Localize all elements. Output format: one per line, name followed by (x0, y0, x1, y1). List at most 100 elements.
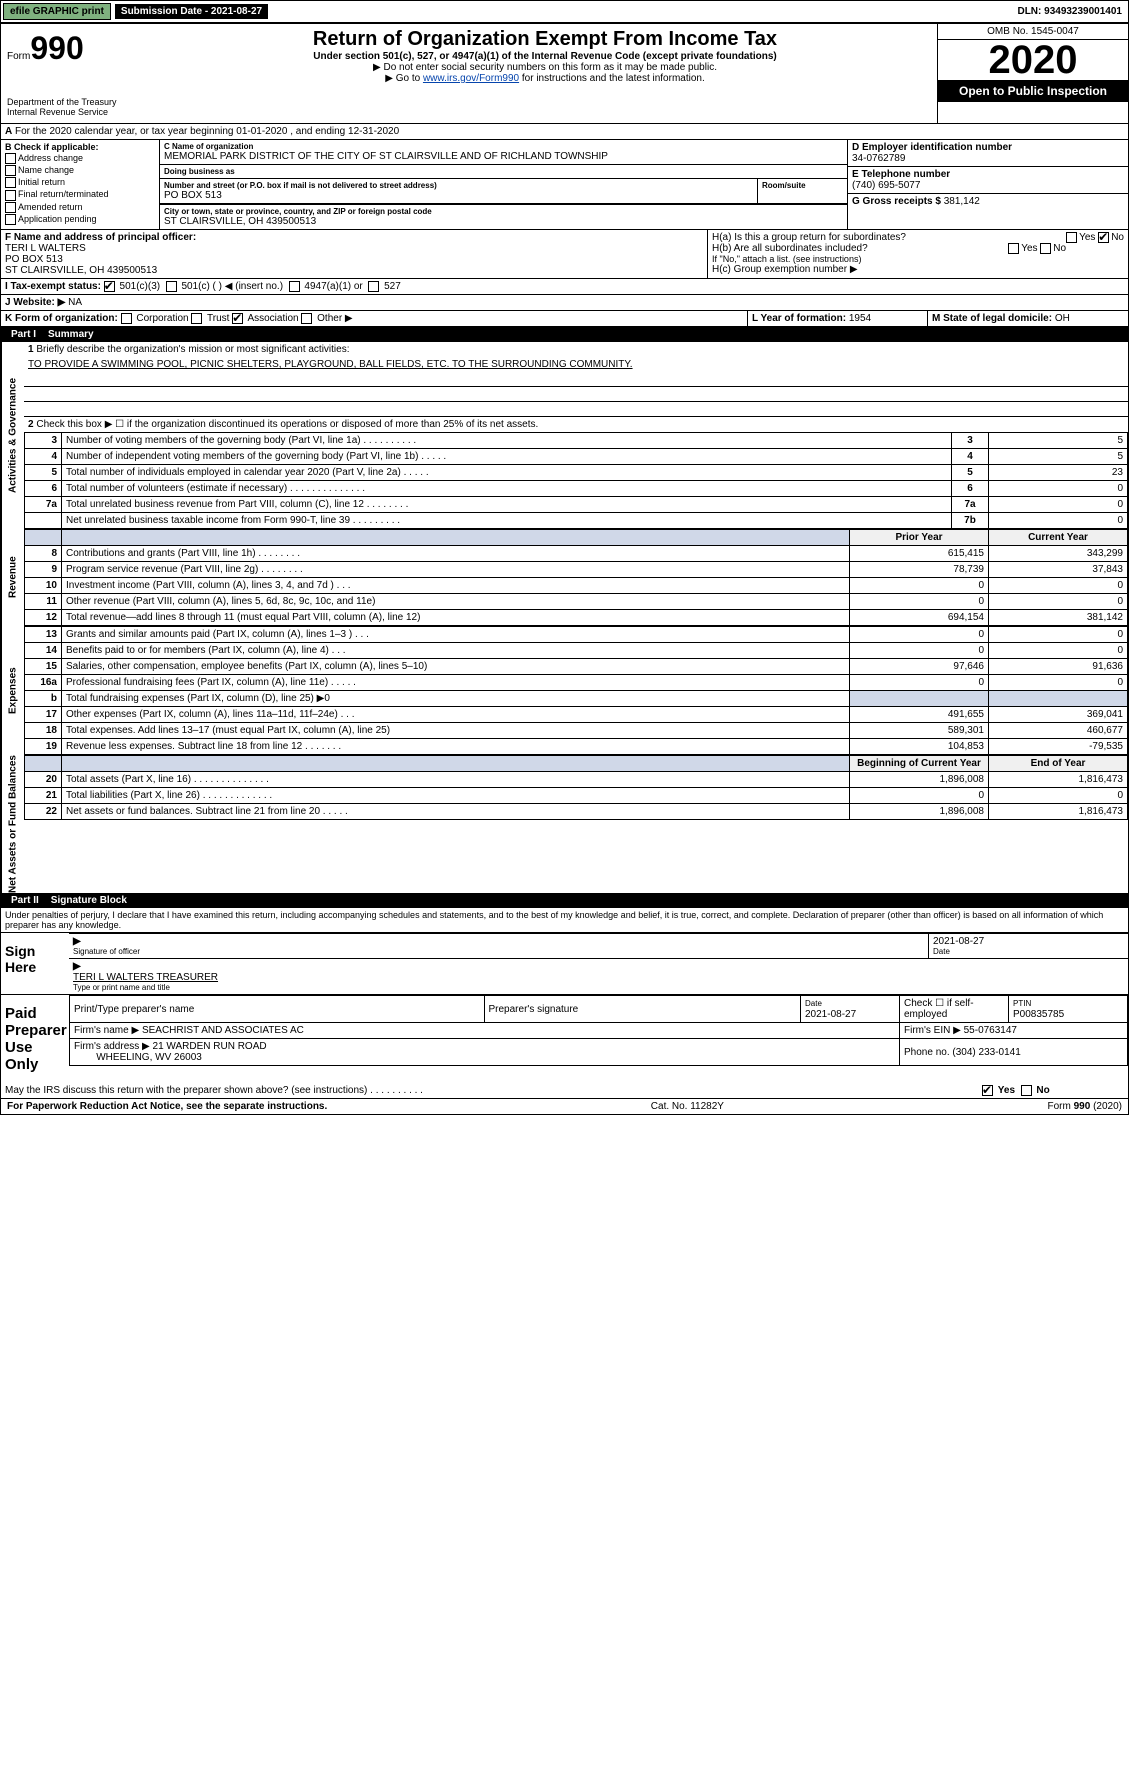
hb-yes[interactable]: Yes (1021, 243, 1037, 254)
k-corp: Corporation (136, 313, 188, 324)
k-trust: Trust (207, 313, 229, 324)
p17: 491,655 (850, 707, 989, 723)
p18: 589,301 (850, 723, 989, 739)
side-netassets: Net Assets or Fund Balances (1, 755, 24, 893)
l12: Total revenue—add lines 8 through 11 (mu… (62, 610, 850, 626)
p21: 0 (850, 788, 989, 804)
m-val: OH (1055, 313, 1070, 324)
sig-date-label: Date (933, 947, 1124, 956)
chk-4947[interactable] (289, 281, 300, 292)
revenue-table: Prior YearCurrent Year 8Contributions an… (24, 529, 1128, 626)
tel-label: E Telephone number (852, 169, 950, 180)
section-i: I Tax-exempt status: 501(c)(3) 501(c) ( … (1, 279, 1128, 294)
prep-date: 2021-08-27 (805, 1009, 856, 1020)
ha-yes[interactable]: Yes (1079, 232, 1095, 243)
ha-no[interactable]: No (1111, 232, 1124, 243)
chk-initial[interactable]: Initial return (5, 177, 155, 188)
irs-yes-chk[interactable] (982, 1085, 993, 1096)
chk-final[interactable]: Final return/terminated (5, 189, 155, 200)
l8: Contributions and grants (Part VIII, lin… (62, 546, 850, 562)
officer-name: TERI L WALTERS (5, 243, 703, 254)
opt-501c3: 501(c)(3) (120, 281, 161, 292)
chk-assoc[interactable] (232, 313, 243, 324)
chk-corp[interactable] (121, 313, 132, 324)
note2-pre: ▶ Go to (385, 73, 423, 84)
org-name-label: C Name of organization (164, 142, 843, 151)
l14: Benefits paid to or for members (Part IX… (62, 643, 850, 659)
c21: 0 (989, 788, 1128, 804)
part2-label: Part II (7, 895, 43, 906)
form-title: Return of Organization Exempt From Incom… (157, 28, 933, 51)
ptin-label: PTIN (1013, 999, 1031, 1008)
form-note2: ▶ Go to www.irs.gov/Form990 for instruct… (157, 73, 933, 84)
c13: 0 (989, 627, 1128, 643)
l17: Other expenses (Part IX, column (A), lin… (62, 707, 850, 723)
c22: 1,816,473 (989, 804, 1128, 820)
chk-name[interactable]: Name change (5, 165, 155, 176)
chk-address[interactable]: Address change (5, 153, 155, 164)
c15: 91,636 (989, 659, 1128, 675)
k-other: Other ▶ (317, 313, 352, 324)
l22: Net assets or fund balances. Subtract li… (62, 804, 850, 820)
ha-label: H(a) Is this a group return for subordin… (712, 232, 906, 243)
l6: Total number of volunteers (estimate if … (62, 481, 952, 497)
line-a-text: For the 2020 calendar year, or tax year … (15, 126, 399, 137)
l5: Total number of individuals employed in … (62, 465, 952, 481)
l9: Program service revenue (Part VIII, line… (62, 562, 850, 578)
p11: 0 (850, 594, 989, 610)
irs-no-chk[interactable] (1021, 1085, 1032, 1096)
netassets-table: Beginning of Current YearEnd of Year 20T… (24, 755, 1128, 820)
dln: DLN: 93493239001401 (1011, 4, 1128, 19)
l2-text: Check this box ▶ ☐ if the organization d… (36, 419, 538, 430)
addr-street: PO BOX 513 (164, 190, 753, 201)
top-bar: efile GRAPHIC print Submission Date - 20… (1, 1, 1128, 24)
efile-button[interactable]: efile GRAPHIC print (3, 3, 111, 20)
section-f: F Name and address of principal officer:… (1, 230, 708, 278)
v6: 0 (989, 481, 1128, 497)
opt-4947: 4947(a)(1) or (304, 281, 362, 292)
form-note1: ▶ Do not enter social security numbers o… (157, 62, 933, 73)
irs-no: No (1036, 1085, 1049, 1096)
sig-name-label: Type or print name and title (73, 983, 1124, 992)
hb-no[interactable]: No (1053, 243, 1066, 254)
section-j: J Website: ▶ NA (1, 295, 1128, 310)
chk-527[interactable] (368, 281, 379, 292)
c11: 0 (989, 594, 1128, 610)
paid-preparer-block: Paid Preparer Use Only Print/Type prepar… (1, 994, 1128, 1083)
p12: 694,154 (850, 610, 989, 626)
officer-label: F Name and address of principal officer: (5, 232, 196, 243)
chk-501c[interactable] (166, 281, 177, 292)
part1-label: Part I (7, 329, 40, 340)
firm-name: SEACHRIST AND ASSOCIATES AC (142, 1025, 304, 1036)
form-subtitle: Under section 501(c), 527, or 4947(a)(1)… (157, 51, 933, 62)
p19: 104,853 (850, 739, 989, 755)
c20: 1,816,473 (989, 772, 1128, 788)
v3: 5 (989, 433, 1128, 449)
chk-other[interactable] (301, 313, 312, 324)
chk-trust[interactable] (191, 313, 202, 324)
chk-pending[interactable]: Application pending (5, 214, 155, 225)
right-info-col: D Employer identification number 34-0762… (847, 140, 1128, 229)
v7b: 0 (989, 513, 1128, 529)
part1-title: Summary (48, 329, 94, 340)
hdr-end: End of Year (989, 756, 1128, 772)
form-word: Form (7, 51, 30, 62)
expenses-table: 13Grants and similar amounts paid (Part … (24, 626, 1128, 755)
chk-501c3[interactable] (104, 281, 115, 292)
title-block: Return of Organization Exempt From Incom… (153, 24, 937, 123)
v5: 23 (989, 465, 1128, 481)
footer-mid: Cat. No. 11282Y (651, 1101, 724, 1112)
part1-header: Part I Summary (1, 327, 1128, 342)
form-990-page: efile GRAPHIC print Submission Date - 20… (0, 0, 1129, 1115)
chk-amended[interactable]: Amended return (5, 202, 155, 213)
hb-note: If "No," attach a list. (see instruction… (712, 254, 1124, 264)
sig-declaration: Under penalties of perjury, I declare th… (1, 908, 1128, 932)
section-b: B Check if applicable: Address change Na… (1, 140, 160, 229)
irs-link[interactable]: www.irs.gov/Form990 (423, 73, 519, 84)
side-revenue: Revenue (1, 529, 24, 626)
p22: 1,896,008 (850, 804, 989, 820)
l4: Number of independent voting members of … (62, 449, 952, 465)
p10: 0 (850, 578, 989, 594)
p13: 0 (850, 627, 989, 643)
firm-ein-label: Firm's EIN ▶ (904, 1025, 961, 1036)
